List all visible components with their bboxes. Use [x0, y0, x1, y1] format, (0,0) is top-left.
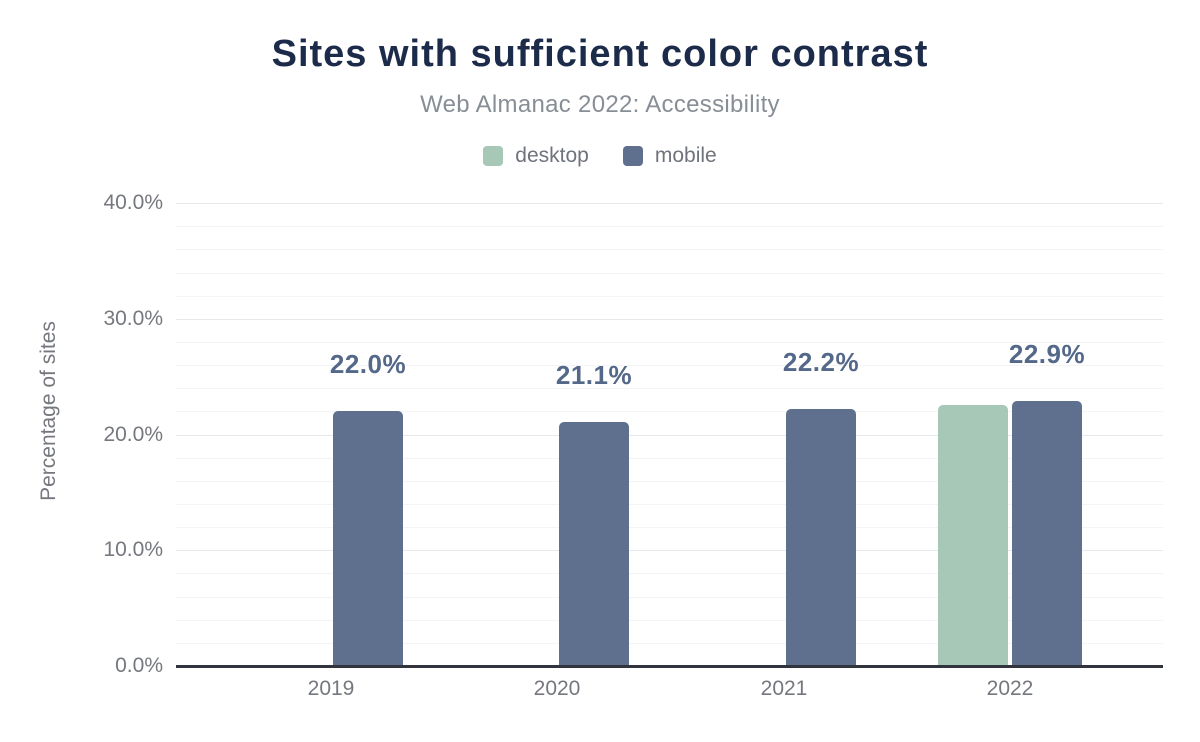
data-label-2022: 22.9% [1008, 339, 1086, 369]
gridline-minor [176, 527, 1163, 528]
x-tick-label-2020: 2020 [533, 677, 581, 700]
gridline-major [176, 435, 1163, 436]
y-tick-label: 0.0% [115, 654, 163, 677]
gridline-minor [176, 226, 1163, 227]
y-tick-label: 40.0% [103, 191, 163, 214]
bar-mobile-2021 [786, 409, 856, 666]
gridline-major [176, 319, 1163, 320]
legend-item-desktop: desktop [483, 144, 589, 168]
y-tick-label: 30.0% [103, 307, 163, 330]
gridline-minor [176, 597, 1163, 598]
gridline-minor [176, 342, 1163, 343]
gridline-minor [176, 273, 1163, 274]
gridline-minor [176, 620, 1163, 621]
gridline-minor [176, 365, 1163, 366]
x-tick-label-2021: 2021 [760, 677, 808, 700]
legend-label: desktop [515, 144, 589, 167]
data-label-2019: 22.0% [329, 349, 407, 379]
gridline-minor [176, 643, 1163, 644]
gridline-minor [176, 249, 1163, 250]
gridline-minor [176, 458, 1163, 459]
chart-title: Sites with sufficient color contrast [271, 33, 929, 75]
x-axis-line [176, 665, 1163, 668]
legend-item-mobile: mobile [622, 144, 717, 168]
legend: desktop mobile [0, 144, 1200, 168]
gridline-major [176, 203, 1163, 204]
gridline-major [176, 550, 1163, 551]
bar-mobile-2019 [333, 411, 403, 666]
gridline-minor [176, 504, 1163, 505]
desktop-swatch-icon [483, 146, 504, 166]
y-tick-label: 20.0% [103, 423, 163, 446]
bar-desktop-2022 [938, 405, 1008, 666]
data-label-2020: 21.1% [555, 360, 633, 390]
data-label-2021: 22.2% [782, 347, 860, 377]
gridline-minor [176, 481, 1163, 482]
chart-subtitle: Web Almanac 2022: Accessibility [420, 91, 780, 118]
mobile-swatch-icon [622, 146, 643, 166]
bar-mobile-2020 [559, 422, 629, 666]
gridline-minor [176, 296, 1163, 297]
x-tick-label-2022: 2022 [986, 677, 1034, 700]
gridline-minor [176, 573, 1163, 574]
gridline-minor [176, 388, 1163, 389]
bar-mobile-2022 [1012, 401, 1082, 666]
gridline-minor [176, 411, 1163, 412]
y-tick-label: 10.0% [103, 538, 163, 561]
legend-label: mobile [654, 144, 717, 167]
x-tick-label-2019: 2019 [307, 677, 355, 700]
